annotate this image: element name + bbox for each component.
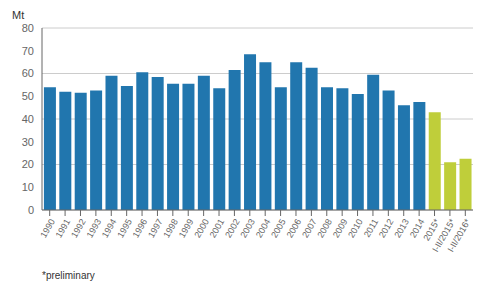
svg-text:2001: 2001 — [208, 217, 227, 239]
svg-text:2002: 2002 — [223, 217, 242, 239]
svg-text:70: 70 — [22, 45, 34, 57]
svg-text:1992: 1992 — [69, 217, 88, 239]
svg-text:10: 10 — [22, 181, 34, 193]
svg-text:1996: 1996 — [131, 217, 150, 239]
svg-text:0: 0 — [28, 204, 34, 216]
svg-text:30: 30 — [22, 136, 34, 148]
svg-text:2010: 2010 — [346, 217, 365, 239]
svg-text:2011: 2011 — [361, 217, 381, 239]
svg-text:20: 20 — [22, 158, 34, 170]
svg-text:2015*: 2015* — [421, 217, 442, 243]
svg-text:1993: 1993 — [84, 217, 103, 239]
svg-text:1990: 1990 — [38, 217, 57, 239]
svg-text:1995: 1995 — [115, 217, 134, 239]
svg-text:2012: 2012 — [377, 217, 396, 239]
svg-text:40: 40 — [22, 113, 34, 125]
svg-text:2014: 2014 — [407, 217, 427, 240]
svg-text:1994: 1994 — [100, 217, 119, 239]
svg-text:50: 50 — [22, 90, 34, 102]
svg-text:1997: 1997 — [146, 217, 165, 239]
svg-text:1991: 1991 — [54, 217, 73, 239]
svg-text:2003: 2003 — [238, 217, 257, 239]
svg-text:2009: 2009 — [331, 217, 350, 239]
svg-text:2013: 2013 — [392, 217, 411, 239]
svg-text:2008: 2008 — [315, 217, 334, 239]
svg-text:2005: 2005 — [269, 217, 288, 239]
svg-text:1999: 1999 — [177, 217, 196, 239]
svg-text:60: 60 — [22, 67, 34, 79]
svg-text:I-II/2015*: I-II/2015* — [430, 217, 458, 254]
svg-text:1998: 1998 — [161, 217, 180, 239]
html-text:Mt: Mt — [12, 9, 25, 21]
svg-text:2007: 2007 — [300, 217, 319, 239]
svg-text:2000: 2000 — [192, 217, 211, 239]
svg-text:2004: 2004 — [254, 217, 273, 239]
html-text:*preliminary: *preliminary — [42, 270, 95, 281]
svg-text:I-II/2016*: I-II/2016* — [446, 217, 473, 254]
svg-text:80: 80 — [22, 22, 34, 34]
svg-text:2006: 2006 — [285, 217, 304, 239]
